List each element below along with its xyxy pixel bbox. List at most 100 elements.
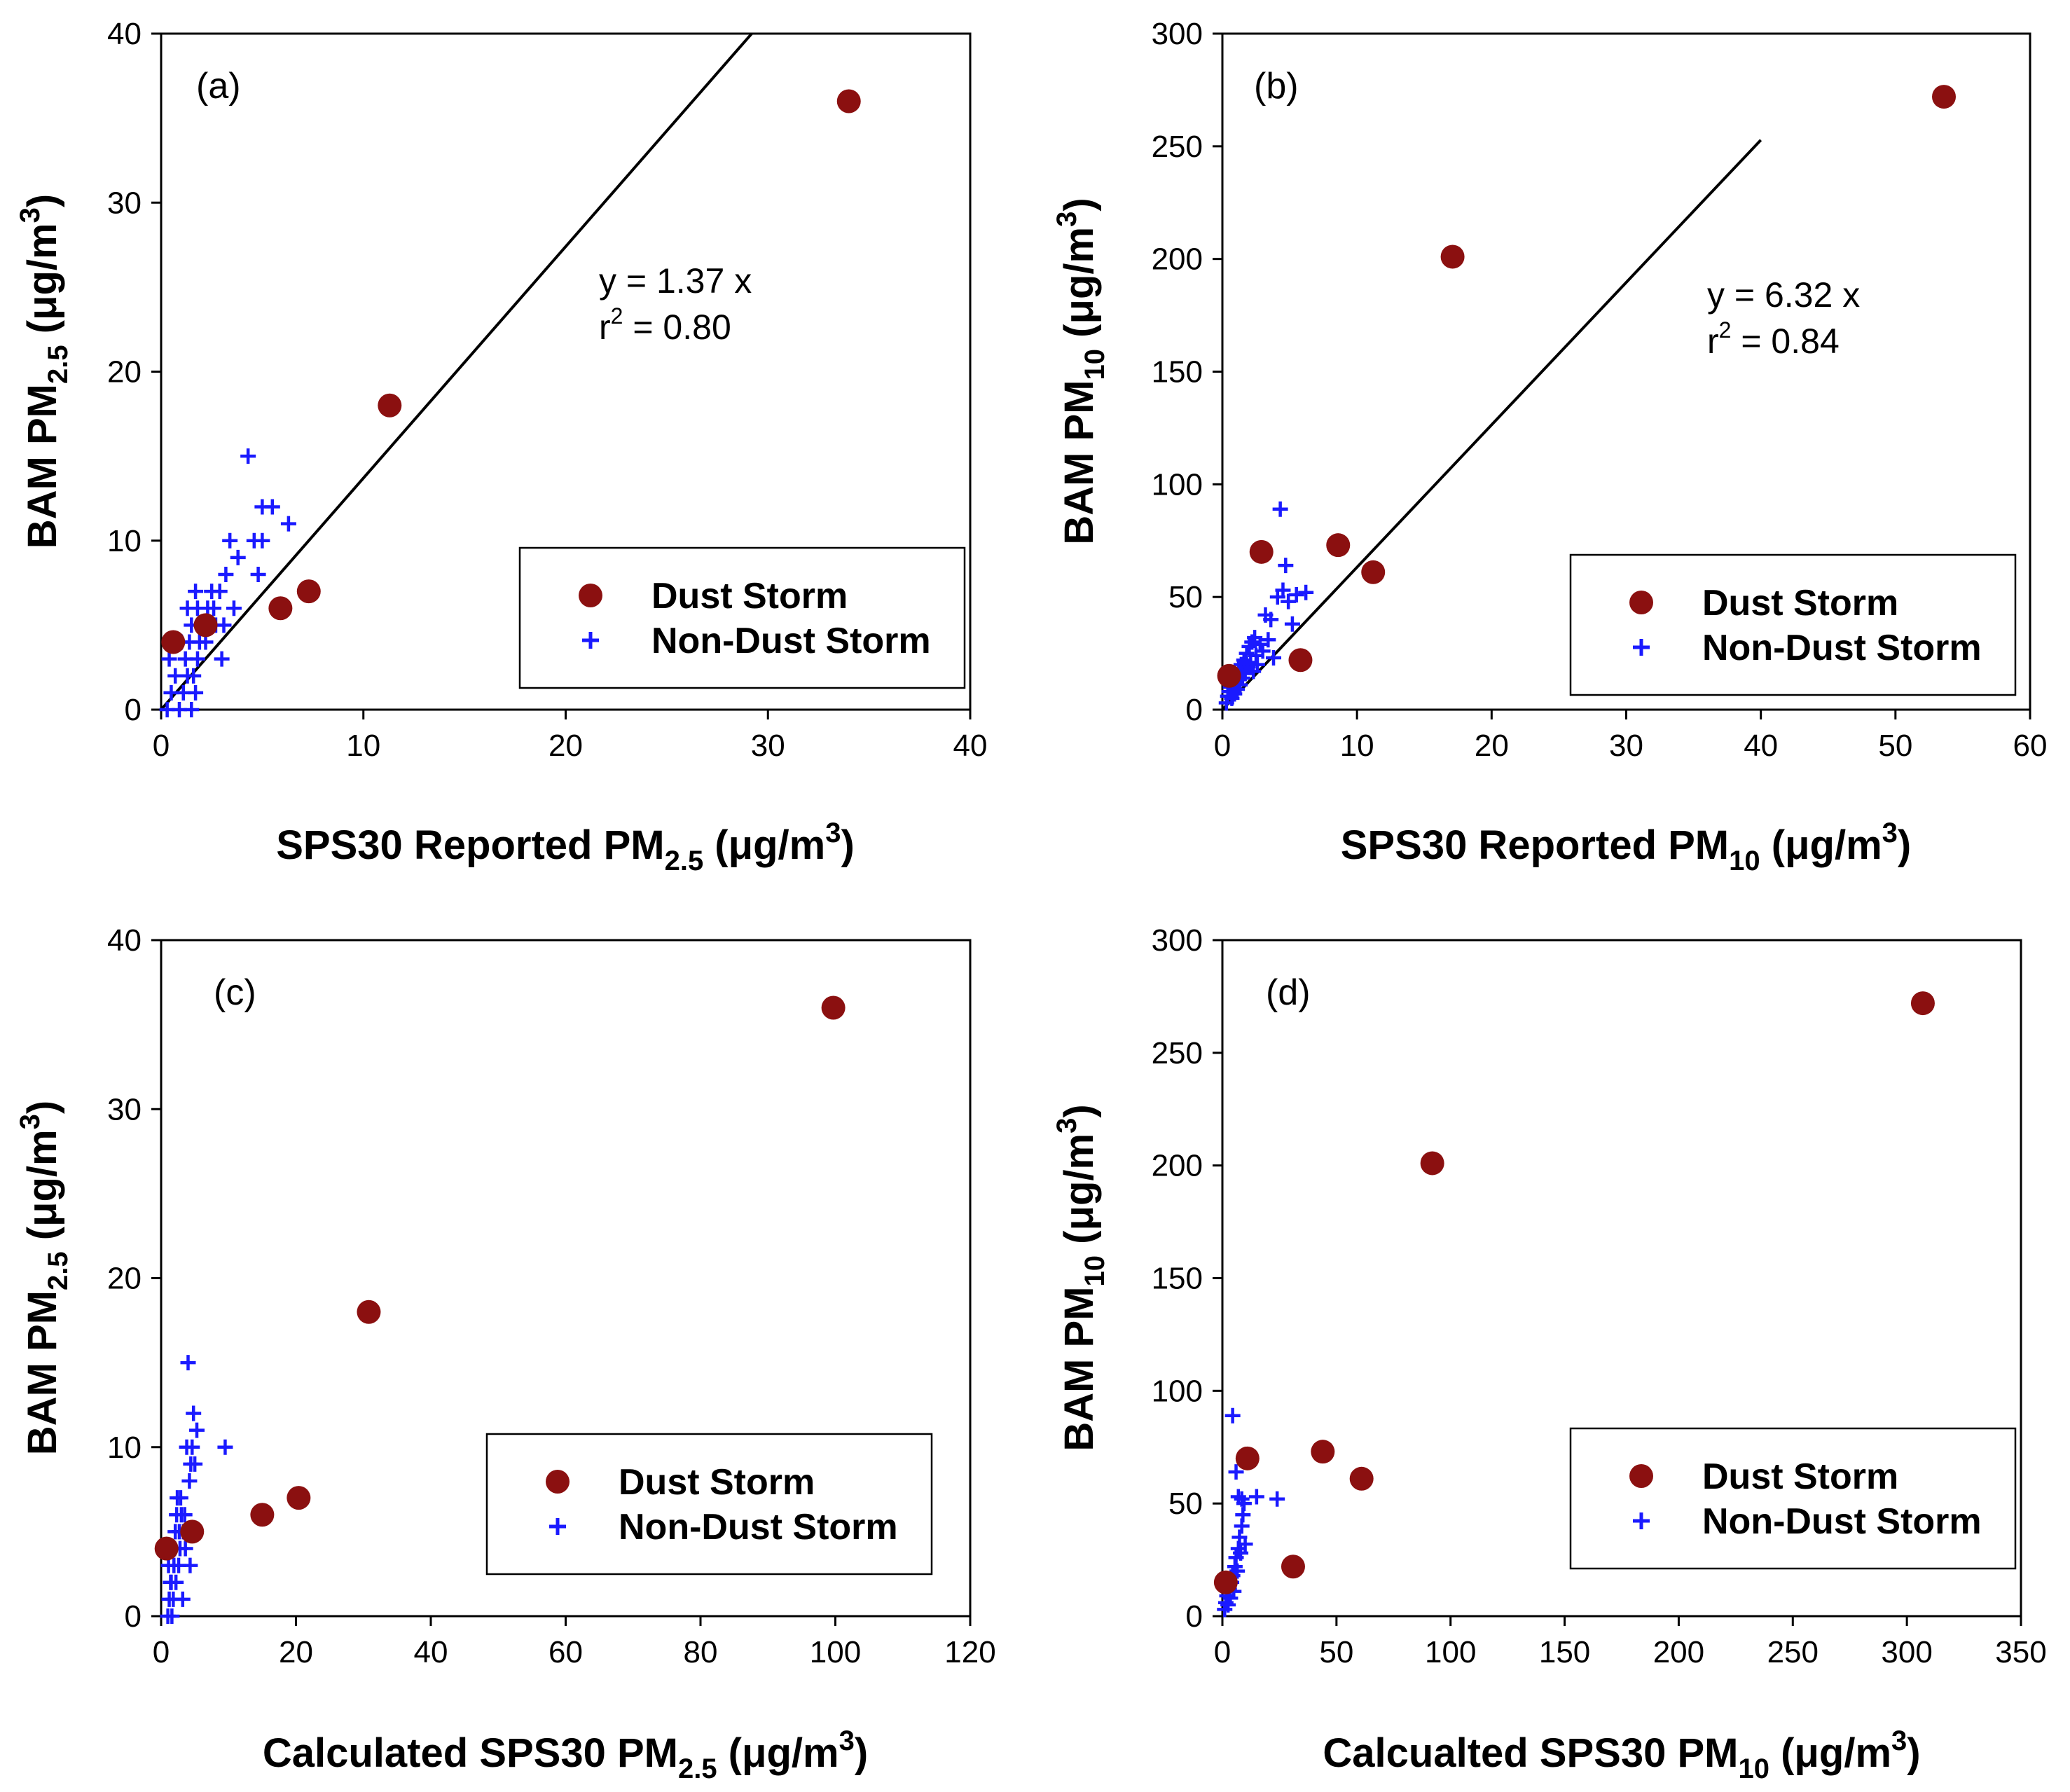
- non-dust-storm-point: [1224, 1407, 1241, 1424]
- x-tick-label: 100: [810, 1635, 861, 1669]
- y-tick-label: 300: [1152, 923, 1203, 958]
- non-dust-storm-point: [280, 516, 296, 532]
- dust-storm-point: [378, 393, 402, 418]
- non-dust-storm-point: [172, 1490, 188, 1506]
- y-tick-label: 150: [1152, 355, 1203, 390]
- non-dust-storm-point: [1229, 1563, 1246, 1579]
- non-dust-storm-point: [1252, 636, 1268, 652]
- x-tick-label: 30: [1609, 729, 1643, 763]
- fit-line: [160, 32, 753, 711]
- dust-storm-point: [287, 1486, 311, 1510]
- non-dust-storm-point: [174, 1591, 191, 1607]
- y-tick-label: 250: [1152, 1036, 1203, 1070]
- non-dust-storm-point: [182, 1557, 198, 1573]
- x-tick-label: 50: [1878, 729, 1912, 763]
- non-dust-storm-point: [168, 1574, 184, 1590]
- legend: Dust Storm Non-Dust Storm: [518, 546, 966, 689]
- fit-line: [1221, 139, 1762, 711]
- dust-storm-point: [821, 995, 846, 1020]
- non-dust-storm-point: [214, 651, 230, 667]
- non-dust-storm-point: [1220, 1597, 1236, 1613]
- x-axis-title: SPS30 Reported PM2.5 (μg/m3): [276, 818, 855, 876]
- non-dust-storm-point: [189, 651, 205, 667]
- non-dust-storm-point: [1248, 1489, 1264, 1505]
- y-axis-title: BAM PM10 (μg/m3): [1051, 198, 1110, 544]
- y-tick-label: 30: [107, 1092, 142, 1126]
- non-dust-storm-point: [217, 1439, 233, 1455]
- legend-box: [485, 1433, 933, 1576]
- non-dust-storm-point: [1228, 1464, 1244, 1480]
- legend-dust-marker: [546, 1470, 570, 1494]
- legend-dust-marker: [1629, 591, 1653, 614]
- x-tick-label: 40: [1744, 729, 1778, 763]
- legend-dust-marker: [579, 584, 602, 607]
- y-tick-label: 20: [107, 1262, 142, 1296]
- dust-storm-point: [1361, 560, 1386, 584]
- x-tick-label: 60: [2013, 729, 2048, 763]
- y-tick-label: 10: [107, 524, 142, 558]
- dust-storm-point: [1420, 1151, 1444, 1176]
- fit-r-squared: r2 = 0.80: [599, 303, 731, 347]
- y-tick-label: 300: [1152, 17, 1203, 51]
- non-dust-storm-point: [212, 584, 228, 600]
- x-tick-label: 120: [944, 1635, 995, 1669]
- dust-storm-point: [193, 613, 218, 637]
- panel-a: 0 10 20 30 40 0 10 20 30 40 (a) y = 1.37 x r2 = …: [15, 17, 987, 876]
- x-tick-label: 0: [153, 1635, 170, 1669]
- dust-storm-point: [161, 630, 186, 654]
- y-tick-label: 0: [1186, 1599, 1203, 1634]
- y-tick-label: 0: [1186, 693, 1203, 727]
- y-ticks: 0 10 20 30 40: [107, 923, 161, 1634]
- legend-non-dust-label: Non-Dust Storm: [619, 1507, 898, 1548]
- non-dust-storm-point: [222, 532, 238, 549]
- non-dust-storm-point: [1249, 656, 1265, 673]
- x-tick-label: 150: [1539, 1635, 1590, 1669]
- non-dust-storm-point: [189, 1422, 205, 1438]
- x-axis-title: Calcualted SPS30 PM10 (μg/m3): [1323, 1725, 1920, 1784]
- x-tick-label: 80: [684, 1635, 718, 1669]
- non-dust-storm-point: [1263, 612, 1279, 628]
- non-dust-storm-point: [186, 1405, 202, 1421]
- non-dust-storm-point: [1233, 1545, 1249, 1561]
- non-dust-storm-point: [206, 600, 222, 616]
- y-tick-label: 0: [125, 1599, 142, 1634]
- x-tick-label: 10: [346, 729, 380, 763]
- non-dust-storm-point: [264, 499, 280, 515]
- y-tick-label: 100: [1152, 467, 1203, 502]
- panel-label: (a): [196, 66, 241, 106]
- panel-b: 0 10 20 30 40 50 60 0 50 100 150 200 250 300 (b) y =…: [1051, 17, 2047, 876]
- non-dust-storm-point: [1266, 650, 1282, 666]
- dust-storm-point: [1349, 1466, 1374, 1491]
- non-dust-storm-point: [1275, 582, 1291, 598]
- dust-storm-point: [1217, 663, 1241, 688]
- data-marks: [1213, 991, 1935, 1618]
- dust-storm-point: [1249, 539, 1274, 564]
- legend-non-dust-marker: [582, 632, 599, 649]
- y-ticks: 0 50 100 150 200 250 300: [1152, 923, 1222, 1634]
- non-dust-storm-point: [164, 1608, 180, 1624]
- fit-r-squared: r2 = 0.84: [1707, 317, 1840, 361]
- y-tick-label: 10: [107, 1431, 142, 1465]
- y-tick-label: 150: [1152, 1262, 1203, 1296]
- dust-storm-point: [357, 1300, 381, 1324]
- panel-d: 0 50 100 150 200 250 300 350 0 50 100 150 200 250 300…: [1051, 923, 2047, 1784]
- legend-non-dust-label: Non-Dust Storm: [1702, 1501, 1982, 1542]
- panel-label: (b): [1254, 66, 1299, 106]
- legend-dust-label: Dust Storm: [1702, 1456, 1898, 1497]
- x-ticks: 0 10 20 30 40: [153, 710, 987, 763]
- non-dust-storm-point: [177, 1541, 193, 1557]
- non-dust-storm-point: [1238, 645, 1255, 661]
- dust-storm-point: [1311, 1440, 1335, 1464]
- non-dust-storm-point: [254, 532, 270, 549]
- x-tick-label: 300: [1881, 1635, 1932, 1669]
- legend: Dust Storm Non-Dust Storm: [1569, 553, 2017, 696]
- x-tick-label: 20: [279, 1635, 313, 1669]
- dust-storm-point: [1235, 1446, 1260, 1470]
- non-dust-storm-point: [184, 1439, 200, 1455]
- non-dust-storm-point: [186, 668, 202, 684]
- dust-storm-point: [154, 1536, 179, 1561]
- dust-storm-point: [1213, 1570, 1238, 1594]
- non-dust-storm-point: [177, 1507, 193, 1523]
- legend-dust-label: Dust Storm: [651, 576, 848, 616]
